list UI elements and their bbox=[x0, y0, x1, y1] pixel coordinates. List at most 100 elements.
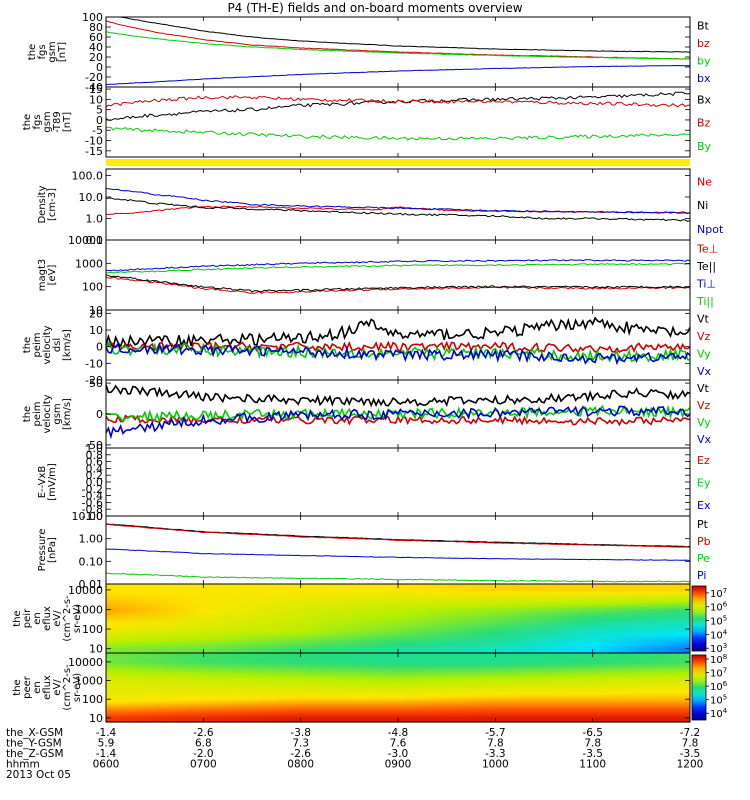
series-line bbox=[105, 548, 691, 561]
y-tick-label: 0.10 bbox=[79, 555, 104, 568]
heatmap-band bbox=[106, 697, 690, 701]
heatmap-band bbox=[106, 590, 690, 594]
x-tick-label: 7.6 bbox=[390, 738, 407, 750]
y-axis-label: fgs bbox=[37, 44, 48, 59]
x-axis-row-label: the_X-GSM bbox=[6, 727, 63, 739]
y-tick-label: -20 bbox=[85, 374, 103, 387]
y-axis-label: the bbox=[22, 114, 33, 130]
panel-8: 0.01 0.10 1.00 10.00 Pressure [nPa] Pt Pb Pe Pi bbox=[37, 510, 711, 591]
heatmap-band bbox=[106, 621, 690, 625]
legend-entry: By bbox=[697, 140, 712, 153]
x-tick-label: 6.8 bbox=[195, 738, 212, 750]
series-line bbox=[105, 64, 691, 86]
colorbar-tick-label: 105 bbox=[710, 694, 727, 707]
heatmap-band bbox=[106, 596, 690, 599]
y-axis-label: [km/s] bbox=[62, 329, 73, 361]
heatmap-band bbox=[106, 630, 690, 633]
y-tick-label: 100 bbox=[82, 11, 103, 24]
heatmap-band bbox=[106, 690, 690, 694]
colorbar-tick-label: 108 bbox=[710, 653, 727, 666]
legend-entry: Ti|| bbox=[696, 295, 714, 308]
heatmap-band bbox=[106, 677, 690, 680]
heatmap-band bbox=[106, 706, 690, 709]
legend-entry: Ne bbox=[697, 176, 712, 189]
y-tick-label: 10000 bbox=[68, 234, 103, 247]
y-tick-label: 1000 bbox=[75, 675, 103, 688]
heatmap-band bbox=[106, 625, 690, 628]
y-tick-label: 0.8 bbox=[86, 449, 104, 462]
y-tick-label: -15 bbox=[85, 145, 103, 158]
x-tick-label: -6.5 bbox=[582, 727, 603, 739]
heatmap-band bbox=[106, 635, 690, 639]
heatmap-band bbox=[106, 675, 690, 678]
heatmap-band bbox=[106, 616, 690, 620]
heatmap-band bbox=[106, 716, 690, 720]
heatmap-band bbox=[106, 640, 690, 644]
heatmap-band bbox=[106, 634, 690, 637]
y-tick-label: 0.6 bbox=[86, 456, 104, 469]
panel-frame bbox=[105, 168, 691, 241]
heatmap-band bbox=[106, 701, 690, 704]
heatmap-band bbox=[106, 668, 690, 671]
y-tick-label: -20 bbox=[85, 71, 103, 84]
heatmap-band bbox=[106, 658, 690, 661]
y-axis-label: sr-eV) bbox=[72, 604, 83, 633]
heatmap-band bbox=[106, 696, 690, 699]
heatmap-band bbox=[106, 663, 690, 666]
series-line bbox=[105, 188, 691, 215]
legend-entry: Bx bbox=[697, 93, 712, 106]
y-axis-label: eV/ bbox=[52, 679, 63, 696]
series-line bbox=[105, 126, 691, 141]
y-axis-label: the bbox=[12, 610, 23, 626]
y-axis-label: eV/ bbox=[52, 610, 63, 627]
series-line bbox=[105, 523, 691, 548]
y-tick-label: 1.0 bbox=[86, 442, 104, 455]
legend-entry: Npot bbox=[697, 223, 724, 236]
x-tick-label: 0900 bbox=[385, 759, 412, 771]
y-tick-label: 0.01 bbox=[79, 578, 104, 591]
heatmap-band bbox=[106, 680, 690, 683]
heatmap-band bbox=[106, 606, 690, 609]
y-axis-label: (cm^2-s- bbox=[62, 664, 73, 711]
y-tick-label: 100 bbox=[82, 623, 103, 636]
colorbar-tick-label: 104 bbox=[710, 707, 728, 720]
y-tick-label: 10 bbox=[89, 304, 103, 317]
y-axis-label: gsm bbox=[52, 403, 63, 424]
legend-entry: Vz bbox=[697, 399, 711, 412]
y-tick-label: -0.4 bbox=[82, 490, 103, 503]
y-axis-label: Pressure bbox=[37, 529, 48, 572]
legend-entry: Bt bbox=[697, 19, 710, 32]
y-axis-label: gsm bbox=[42, 111, 53, 132]
y-tick-label: 0 bbox=[96, 408, 103, 421]
y-tick-label: 1000 bbox=[75, 257, 103, 270]
legend-entry: bx bbox=[697, 72, 711, 85]
heatmap-band bbox=[106, 589, 690, 592]
heatmap-band bbox=[106, 656, 690, 659]
y-axis-label: [km/s] bbox=[62, 398, 73, 430]
heatmap-band bbox=[106, 646, 690, 649]
legend-entry: Te⊥ bbox=[696, 242, 718, 255]
legend-entry: Vt bbox=[697, 312, 710, 325]
x-tick-label: 0600 bbox=[93, 759, 120, 771]
heatmap-band bbox=[106, 639, 690, 642]
legend-entry: Vy bbox=[697, 347, 711, 360]
heatmap-band bbox=[106, 666, 690, 670]
panel-frame bbox=[105, 239, 691, 311]
legend-entry: Ni bbox=[697, 199, 708, 212]
colorbar bbox=[691, 585, 707, 652]
x-tick-label: -7.2 bbox=[680, 727, 701, 739]
date-label: 2013 Oct 05 bbox=[6, 769, 71, 781]
heatmap-band bbox=[106, 678, 690, 682]
heatmap-band bbox=[106, 587, 690, 590]
heatmap-band bbox=[106, 685, 690, 689]
heatmap-band bbox=[106, 689, 690, 692]
colorbar bbox=[691, 654, 707, 721]
heatmap-band bbox=[106, 618, 690, 621]
y-tick-label: 0 bbox=[96, 61, 103, 74]
y-tick-label: 40 bbox=[89, 41, 103, 54]
y-tick-label: -5 bbox=[92, 124, 103, 137]
y-tick-label: 0.0 bbox=[86, 476, 104, 489]
